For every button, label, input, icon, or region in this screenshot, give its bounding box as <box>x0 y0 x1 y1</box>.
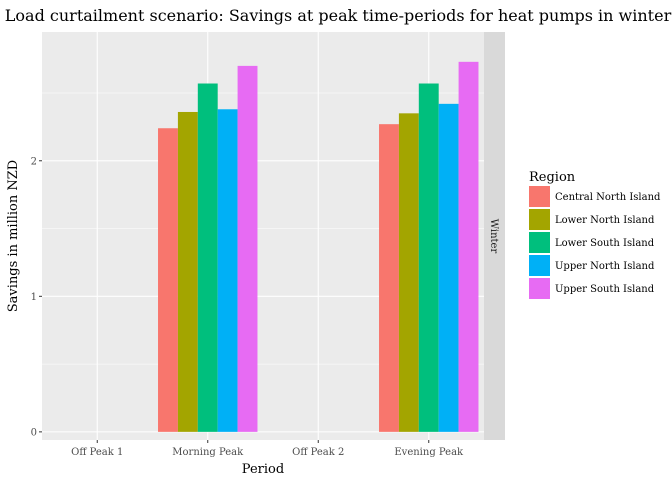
bar <box>379 124 399 432</box>
x-tick-label: Morning Peak <box>172 447 244 458</box>
legend-swatch <box>529 255 550 276</box>
x-axis-title: Period <box>242 462 284 477</box>
legend-label: Upper North Island <box>555 261 655 272</box>
y-tick-label: 1 <box>31 292 37 303</box>
bars <box>158 61 479 432</box>
legend-swatch <box>529 186 550 207</box>
legend-label: Central North Island <box>555 192 661 203</box>
legend: Region Central North Island Lower North I… <box>529 170 661 299</box>
bar <box>197 83 218 432</box>
legend-title: Region <box>529 170 576 185</box>
y-axis-title: Savings in million NZD <box>6 160 21 312</box>
legend-label: Upper South Island <box>555 284 655 295</box>
bar <box>458 61 479 432</box>
legend-swatch <box>529 209 550 230</box>
y-axis-ticks: 0 1 2 <box>31 156 42 438</box>
bar <box>217 109 238 432</box>
x-axis-ticks: Off Peak 1 Morning Peak Off Peak 2 Evening … <box>71 440 464 458</box>
chart-title: Load curtailment scenario: Savings at pe… <box>5 6 672 25</box>
y-tick-label: 0 <box>31 427 37 438</box>
x-tick-label: Off Peak 1 <box>71 447 123 458</box>
legend-swatch <box>529 232 550 253</box>
facet-strip-label: Winter <box>488 219 499 254</box>
y-tick-label: 2 <box>31 156 37 167</box>
facet-strip <box>484 32 505 440</box>
bar <box>438 103 459 432</box>
bar <box>177 111 198 432</box>
x-tick-label: Off Peak 2 <box>292 447 344 458</box>
legend-swatch <box>529 278 550 299</box>
legend-label: Lower North Island <box>555 215 655 226</box>
x-tick-label: Evening Peak <box>394 447 464 458</box>
bar <box>418 83 439 432</box>
legend-label: Lower South Island <box>555 238 655 249</box>
bar <box>237 65 258 432</box>
bar <box>398 113 419 432</box>
bar <box>158 128 178 432</box>
